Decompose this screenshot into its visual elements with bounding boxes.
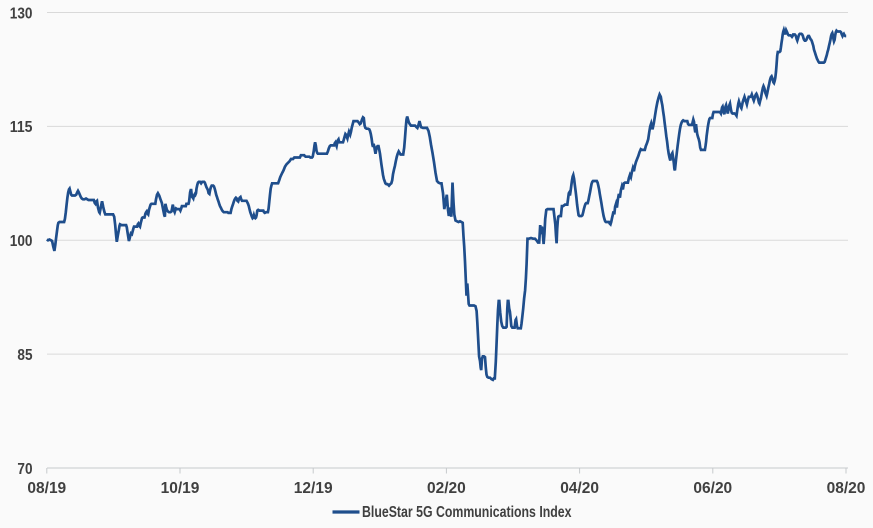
svg-text:02/20: 02/20 — [427, 480, 466, 497]
svg-text:BlueStar 5G Communications Ind: BlueStar 5G Communications Index — [362, 504, 572, 521]
svg-text:08/20: 08/20 — [827, 480, 866, 497]
svg-text:10/19: 10/19 — [161, 480, 200, 497]
svg-text:85: 85 — [17, 347, 32, 364]
svg-text:130: 130 — [10, 5, 33, 22]
svg-text:115: 115 — [10, 119, 33, 136]
svg-text:12/19: 12/19 — [294, 480, 333, 497]
svg-text:06/20: 06/20 — [693, 480, 732, 497]
svg-text:70: 70 — [17, 461, 32, 478]
svg-text:04/20: 04/20 — [560, 480, 599, 497]
svg-text:100: 100 — [10, 233, 33, 250]
svg-text:08/19: 08/19 — [27, 480, 66, 497]
